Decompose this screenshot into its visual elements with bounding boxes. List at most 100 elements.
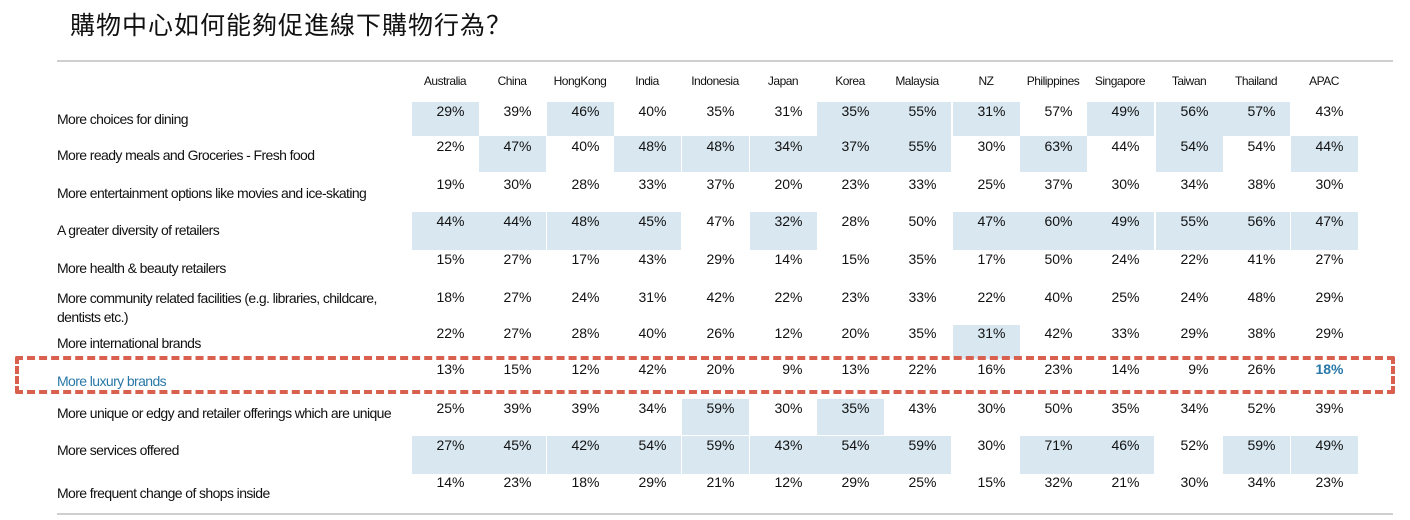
highlight-dashed-box	[15, 356, 1395, 394]
table-cell: 12%	[571, 361, 600, 377]
row-label: More luxury brands	[57, 373, 167, 389]
cell-shade	[1019, 212, 1087, 250]
column-header-philippines: Philippines	[1026, 74, 1080, 88]
table-cell: 47%	[503, 138, 532, 154]
table-cell: 35%	[908, 251, 937, 267]
table-cell: 30%	[503, 176, 532, 192]
cell-shade	[681, 436, 749, 474]
table-cell: 28%	[841, 213, 870, 229]
column-header-singapore: Singapore	[1094, 74, 1146, 88]
cell-shade	[478, 436, 546, 474]
cell-shade	[883, 436, 951, 474]
table-cell: 46%	[1111, 437, 1140, 453]
table-cell: 25%	[436, 400, 465, 416]
table-cell: 22%	[436, 325, 465, 341]
table-cell: 23%	[841, 176, 870, 192]
table-cell: 38%	[1247, 176, 1276, 192]
cell-shade	[952, 102, 1020, 136]
table-cell: 45%	[503, 437, 532, 453]
cell-shade	[749, 136, 817, 172]
table-cell: 35%	[1111, 400, 1140, 416]
table-cell: 39%	[1315, 400, 1344, 416]
table-cell: 28%	[571, 325, 600, 341]
cell-shade	[816, 399, 884, 435]
table-cell: 18%	[436, 289, 465, 305]
table-cell: 48%	[571, 213, 600, 229]
table-cell: 14%	[774, 251, 803, 267]
table-cell: 22%	[1180, 251, 1209, 267]
cell-shade	[546, 102, 614, 136]
table-cell: 32%	[774, 213, 803, 229]
column-header-nz: NZ	[978, 74, 995, 88]
table-cell: 40%	[1044, 289, 1073, 305]
column-header-malaysia: Malaysia	[895, 74, 939, 88]
top-rule	[57, 60, 1393, 62]
table-cell: 47%	[706, 213, 735, 229]
table-cell: 33%	[1111, 325, 1140, 341]
table-cell: 21%	[706, 474, 735, 490]
table-cell: 33%	[908, 176, 937, 192]
table-cell: 43%	[774, 437, 803, 453]
table-cell: 15%	[436, 251, 465, 267]
table-cell: 42%	[1044, 325, 1073, 341]
cell-shade	[478, 212, 546, 250]
table-cell: 48%	[706, 138, 735, 154]
row-label: More community related facilities (e.g. …	[57, 290, 377, 325]
table-cell: 44%	[436, 213, 465, 229]
cell-shade	[749, 436, 817, 474]
cell-shade	[478, 136, 546, 172]
cell-shade	[952, 325, 1020, 359]
column-header-japan: Japan	[767, 74, 799, 88]
cell-shade	[1290, 136, 1358, 172]
table-cell: 33%	[908, 289, 937, 305]
table-cell: 35%	[841, 400, 870, 416]
table-cell: 13%	[436, 361, 465, 377]
table-cell: 35%	[908, 325, 937, 341]
cell-shade	[1155, 102, 1223, 136]
table-cell: 43%	[638, 251, 667, 267]
table-cell: 20%	[841, 325, 870, 341]
table-cell: 27%	[503, 289, 532, 305]
table-cell: 24%	[1111, 251, 1140, 267]
table-cell: 29%	[638, 474, 667, 490]
table-cell: 26%	[706, 325, 735, 341]
table-cell: 27%	[503, 325, 532, 341]
table-cell: 23%	[1315, 474, 1344, 490]
column-header-indonesia: Indonesia	[691, 74, 739, 88]
table-cell: 54%	[1247, 138, 1276, 154]
table-cell: 22%	[977, 289, 1006, 305]
cell-shade	[1086, 436, 1154, 474]
table-cell: 9%	[1188, 361, 1209, 377]
table-cell: 17%	[977, 251, 1006, 267]
table-cell: 44%	[1111, 138, 1140, 154]
cell-shade	[952, 212, 1020, 250]
table-cell: 40%	[638, 325, 667, 341]
table-cell: 14%	[1111, 361, 1140, 377]
table-cell: 39%	[503, 103, 532, 119]
cell-shade	[1222, 436, 1290, 474]
table-cell: 34%	[1247, 474, 1276, 490]
table-cell: 9%	[782, 361, 803, 377]
column-header-korea: Korea	[835, 74, 865, 88]
table-cell: 24%	[1180, 289, 1209, 305]
table-cell: 52%	[1247, 400, 1276, 416]
table-cell: 48%	[638, 138, 667, 154]
row-label: More services offered	[57, 442, 179, 458]
table-cell: 43%	[908, 400, 937, 416]
table-cell: 22%	[774, 289, 803, 305]
table-cell: 29%	[1180, 325, 1209, 341]
table-cell: 30%	[1315, 176, 1344, 192]
cell-shade	[1222, 102, 1290, 136]
table-cell: 43%	[1315, 103, 1344, 119]
table-cell: 47%	[1315, 213, 1344, 229]
table-cell: 25%	[1111, 289, 1140, 305]
cell-shade	[411, 436, 479, 474]
cell-shade	[1155, 136, 1223, 172]
table-cell: 23%	[1044, 361, 1073, 377]
cell-shade	[816, 102, 884, 136]
cell-shade	[1155, 212, 1223, 250]
table-cell: 34%	[1180, 400, 1209, 416]
table-cell: 14%	[436, 474, 465, 490]
column-header-apac: APAC	[1309, 74, 1339, 88]
table-cell: 54%	[841, 437, 870, 453]
